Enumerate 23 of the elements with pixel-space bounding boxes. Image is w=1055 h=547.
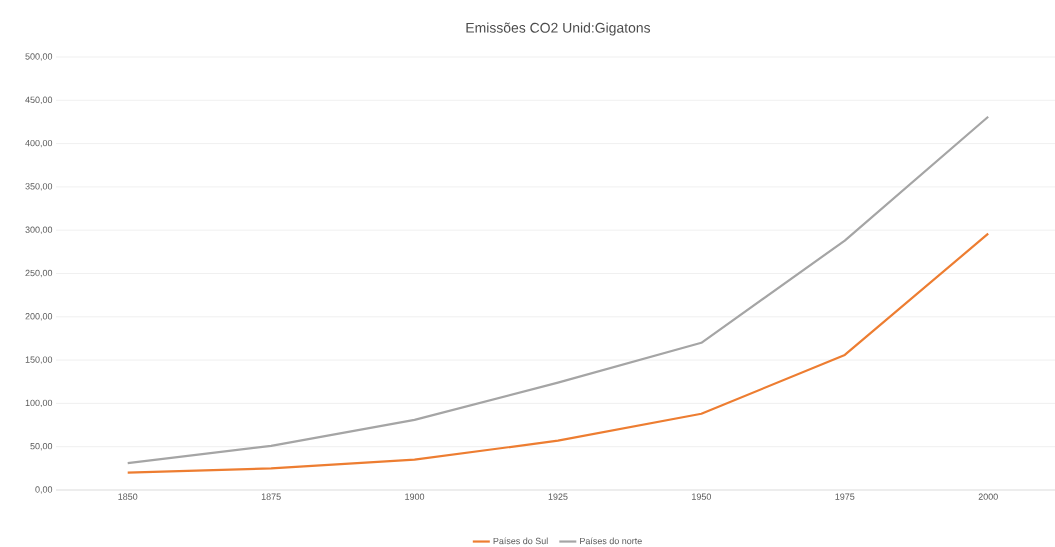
y-tick-label: 350,00 — [25, 183, 53, 191]
y-tick-label: 500,00 — [25, 53, 53, 61]
legend-label: Países do norte — [580, 537, 642, 545]
y-tick-label: 250,00 — [25, 269, 53, 278]
y-tick-label: 400,00 — [25, 139, 53, 148]
legend-label: Países do Sul — [493, 537, 548, 545]
y-tick-label: 150,00 — [25, 356, 53, 364]
chart-title: Emissões CO2 Unid:Gigatons — [466, 22, 651, 36]
x-tick-label: 1925 — [548, 493, 568, 500]
x-tick-label: 2000 — [978, 493, 998, 500]
line-series — [126, 232, 990, 474]
y-tick-label: 0,00 — [35, 486, 53, 494]
x-tick-label: 1950 — [692, 493, 711, 500]
x-tick-label: 1900 — [405, 493, 425, 500]
y-tick-label: 50,00 — [30, 442, 53, 451]
x-tick-label: 1975 — [835, 493, 855, 500]
x-tick-label: 1875 — [261, 493, 281, 500]
y-tick-label: 200,00 — [25, 313, 53, 321]
y-tick-label: 100,00 — [25, 399, 53, 408]
y-tick-label: 450,00 — [25, 96, 53, 104]
y-tick-label: 300,00 — [25, 226, 53, 234]
line-series — [126, 115, 990, 465]
x-tick-label: 1850 — [118, 493, 138, 500]
